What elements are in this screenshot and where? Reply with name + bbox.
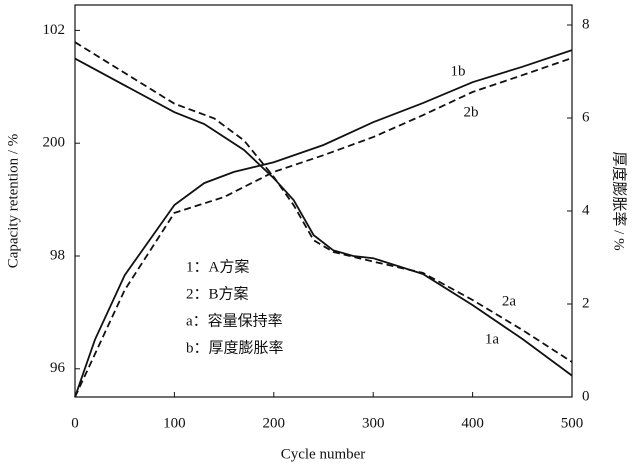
x-tick-label: 300 xyxy=(362,415,385,431)
y2-tick-label: 2 xyxy=(582,295,590,311)
series-label: 2b xyxy=(464,104,479,120)
x-tick-label: 0 xyxy=(71,415,79,431)
y2-axis-label: 厚度膨胀率 / % xyxy=(611,151,628,250)
x-tick-label: 200 xyxy=(263,415,286,431)
series-label: 1b xyxy=(451,63,466,79)
y-axis-label: Capacity retention / % xyxy=(5,134,21,269)
legend-note: a：容量保持率 xyxy=(186,312,283,329)
legend-note: 1：A方案 xyxy=(186,257,249,275)
x-tick-label: 500 xyxy=(561,415,584,431)
y-tick-label: 102 xyxy=(43,22,66,38)
x-axis-label: Cycle number xyxy=(281,446,366,462)
series-line xyxy=(74,49,573,398)
series-label: 2a xyxy=(502,293,517,309)
y2-tick-label: 4 xyxy=(582,202,590,218)
y2-tick-label: 8 xyxy=(582,16,590,32)
legend-note: 2：B方案 xyxy=(186,284,249,302)
series-line xyxy=(74,57,573,377)
x-tick-label: 100 xyxy=(163,415,186,431)
y-tick-label: 98 xyxy=(50,247,65,263)
y2-tick-label: 0 xyxy=(582,388,590,404)
series-label: 1a xyxy=(485,331,500,347)
y2-tick-label: 6 xyxy=(582,109,590,125)
legend-note: b：厚度膨胀率 xyxy=(186,339,284,356)
y-tick-label: 96 xyxy=(50,360,66,376)
y-tick-label: 200 xyxy=(43,135,66,151)
series-line xyxy=(74,41,573,363)
x-tick-label: 400 xyxy=(461,415,484,431)
plot-frame xyxy=(74,4,573,398)
series-line xyxy=(74,57,573,398)
